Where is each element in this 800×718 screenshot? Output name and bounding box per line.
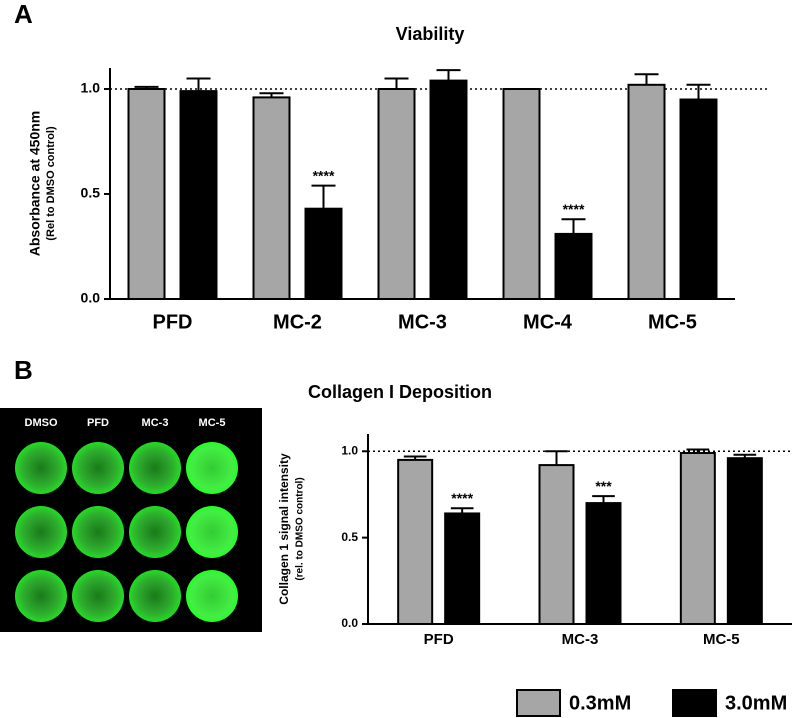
well [186, 570, 238, 622]
chart-title: Collagen I Deposition [308, 382, 492, 402]
bar [679, 98, 718, 300]
y-tick-label: 0.5 [341, 530, 358, 544]
well [15, 570, 67, 622]
significance-label: **** [451, 490, 473, 506]
bar [679, 452, 716, 625]
x-tick-label: MC-4 [523, 311, 573, 333]
bar [377, 88, 416, 300]
chart-title: Viability [396, 24, 465, 44]
plate-column-label: DMSO [25, 417, 58, 429]
bar [502, 88, 541, 300]
panel-label: A [14, 0, 33, 29]
bar [429, 79, 468, 300]
well [186, 442, 238, 494]
y-axis-label-note: (rel. to DMSO control) [295, 477, 306, 580]
bar [726, 457, 763, 625]
significance-label: **** [313, 167, 335, 183]
bar [444, 512, 481, 625]
plate-column-label: MC-3 [142, 417, 169, 429]
legend-swatch [516, 689, 561, 717]
well [15, 442, 67, 494]
bar [585, 502, 622, 625]
bar [397, 458, 434, 625]
bar [627, 83, 666, 300]
y-tick-label: 0.5 [81, 185, 101, 201]
x-tick-label: MC-3 [398, 311, 447, 333]
well [72, 442, 124, 494]
y-axis-label-note: (Rel to DMSO control) [45, 126, 57, 241]
plate-column-label: MC-5 [199, 417, 226, 429]
plate-column-label: PFD [87, 417, 109, 429]
panel-label: B [14, 355, 33, 385]
well [72, 506, 124, 558]
bar [252, 96, 291, 301]
x-tick-label: MC-2 [273, 311, 322, 333]
plate-wells: DMSO PFD MC-3 MC-5 [15, 417, 238, 622]
y-axis-label: Absorbance at 450nm [27, 111, 43, 257]
y-tick-label: 0.0 [81, 290, 101, 306]
significance-label: *** [595, 478, 612, 494]
x-tick-label: MC-5 [703, 631, 740, 648]
legend-label: 3.0mM [725, 692, 787, 714]
x-tick-label: MC-5 [648, 311, 697, 333]
well [72, 570, 124, 622]
bar [554, 232, 593, 300]
significance-label: **** [563, 201, 585, 217]
well [129, 570, 181, 622]
y-tick-label: 1.0 [81, 80, 101, 96]
y-axis-label: Collagen 1 signal intensity [277, 453, 291, 605]
bar [304, 207, 343, 300]
well [129, 442, 181, 494]
well [186, 506, 238, 558]
bar [538, 464, 575, 625]
x-tick-label: MC-3 [562, 631, 599, 648]
x-tick-label: PFD [424, 631, 454, 648]
bar [127, 88, 166, 300]
y-tick-label: 1.0 [341, 443, 358, 457]
well [129, 506, 181, 558]
x-tick-label: PFD [153, 311, 193, 333]
well [15, 506, 67, 558]
legend-swatch [672, 689, 717, 717]
legend-label: 0.3mM [569, 692, 631, 714]
bar [179, 90, 218, 300]
y-tick-label: 0.0 [341, 616, 358, 630]
